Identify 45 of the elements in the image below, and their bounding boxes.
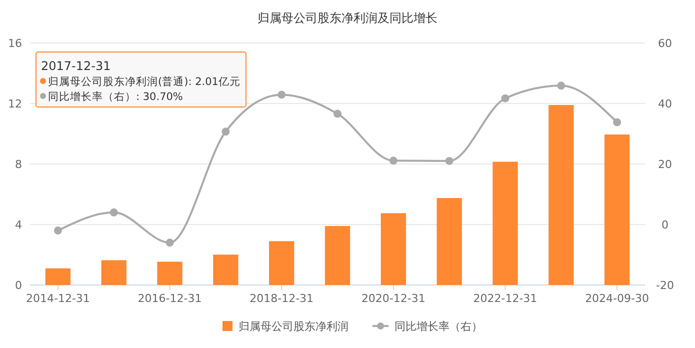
bar xyxy=(604,134,630,285)
bar xyxy=(324,226,350,285)
point xyxy=(110,208,118,216)
y2-tick-label: -20 xyxy=(656,279,674,292)
y2-tick-label: 60 xyxy=(658,37,672,50)
point xyxy=(278,90,286,99)
bar xyxy=(213,254,238,285)
y2-tick-label: 0 xyxy=(662,218,668,232)
annotation: 归属母公司股东净利润(普通): 2.01亿元 xyxy=(48,75,240,88)
point xyxy=(389,156,398,165)
point xyxy=(166,238,174,247)
bar xyxy=(548,105,574,285)
y-tick-label: 8 xyxy=(15,158,22,171)
bar xyxy=(380,213,406,285)
bar xyxy=(101,260,126,285)
y-tick-label: 16 xyxy=(8,37,22,50)
x-tick-label: 2022-12-31 xyxy=(473,292,538,305)
x-tick-label: 2020-12-31 xyxy=(361,292,426,305)
legend-label: 同比增长率（右） xyxy=(394,320,482,333)
point xyxy=(613,118,622,126)
x-tick-label: 2014-12-31 xyxy=(26,292,90,305)
bar xyxy=(269,241,294,285)
y-tick-label: 0 xyxy=(15,279,22,292)
bar xyxy=(157,262,182,285)
y-tick-label: 12 xyxy=(8,98,22,110)
point xyxy=(222,128,230,136)
x-tick-label: 2018-12-31 xyxy=(250,292,314,305)
y2-tick-label: 40 xyxy=(658,98,672,110)
annotation: 同比增长率（右）: 30.70% xyxy=(48,90,183,103)
x-tick-label: 2016-12-31 xyxy=(138,292,202,305)
point xyxy=(557,82,566,90)
bar xyxy=(492,162,518,285)
x-tick-label: 2024-09-30 xyxy=(585,292,650,305)
bar xyxy=(45,268,71,285)
point xyxy=(334,110,342,118)
point xyxy=(445,156,454,165)
y-tick-label: 4 xyxy=(15,218,22,232)
bar xyxy=(436,198,462,285)
tooltip-box: 2017-12-31 归属母公司股东净利润(普通): 2.01亿元 同比增长率（右）: 30.70% xyxy=(36,52,246,108)
point xyxy=(501,94,510,102)
legend-label: 归属母公司股东净利润 xyxy=(238,320,348,333)
y2-tick-label: 20 xyxy=(658,158,672,171)
annotation: 2017-12-31 xyxy=(41,59,111,73)
chart-title: 归属母公司股东净利润及同比增长 xyxy=(258,11,438,25)
point xyxy=(54,226,62,235)
